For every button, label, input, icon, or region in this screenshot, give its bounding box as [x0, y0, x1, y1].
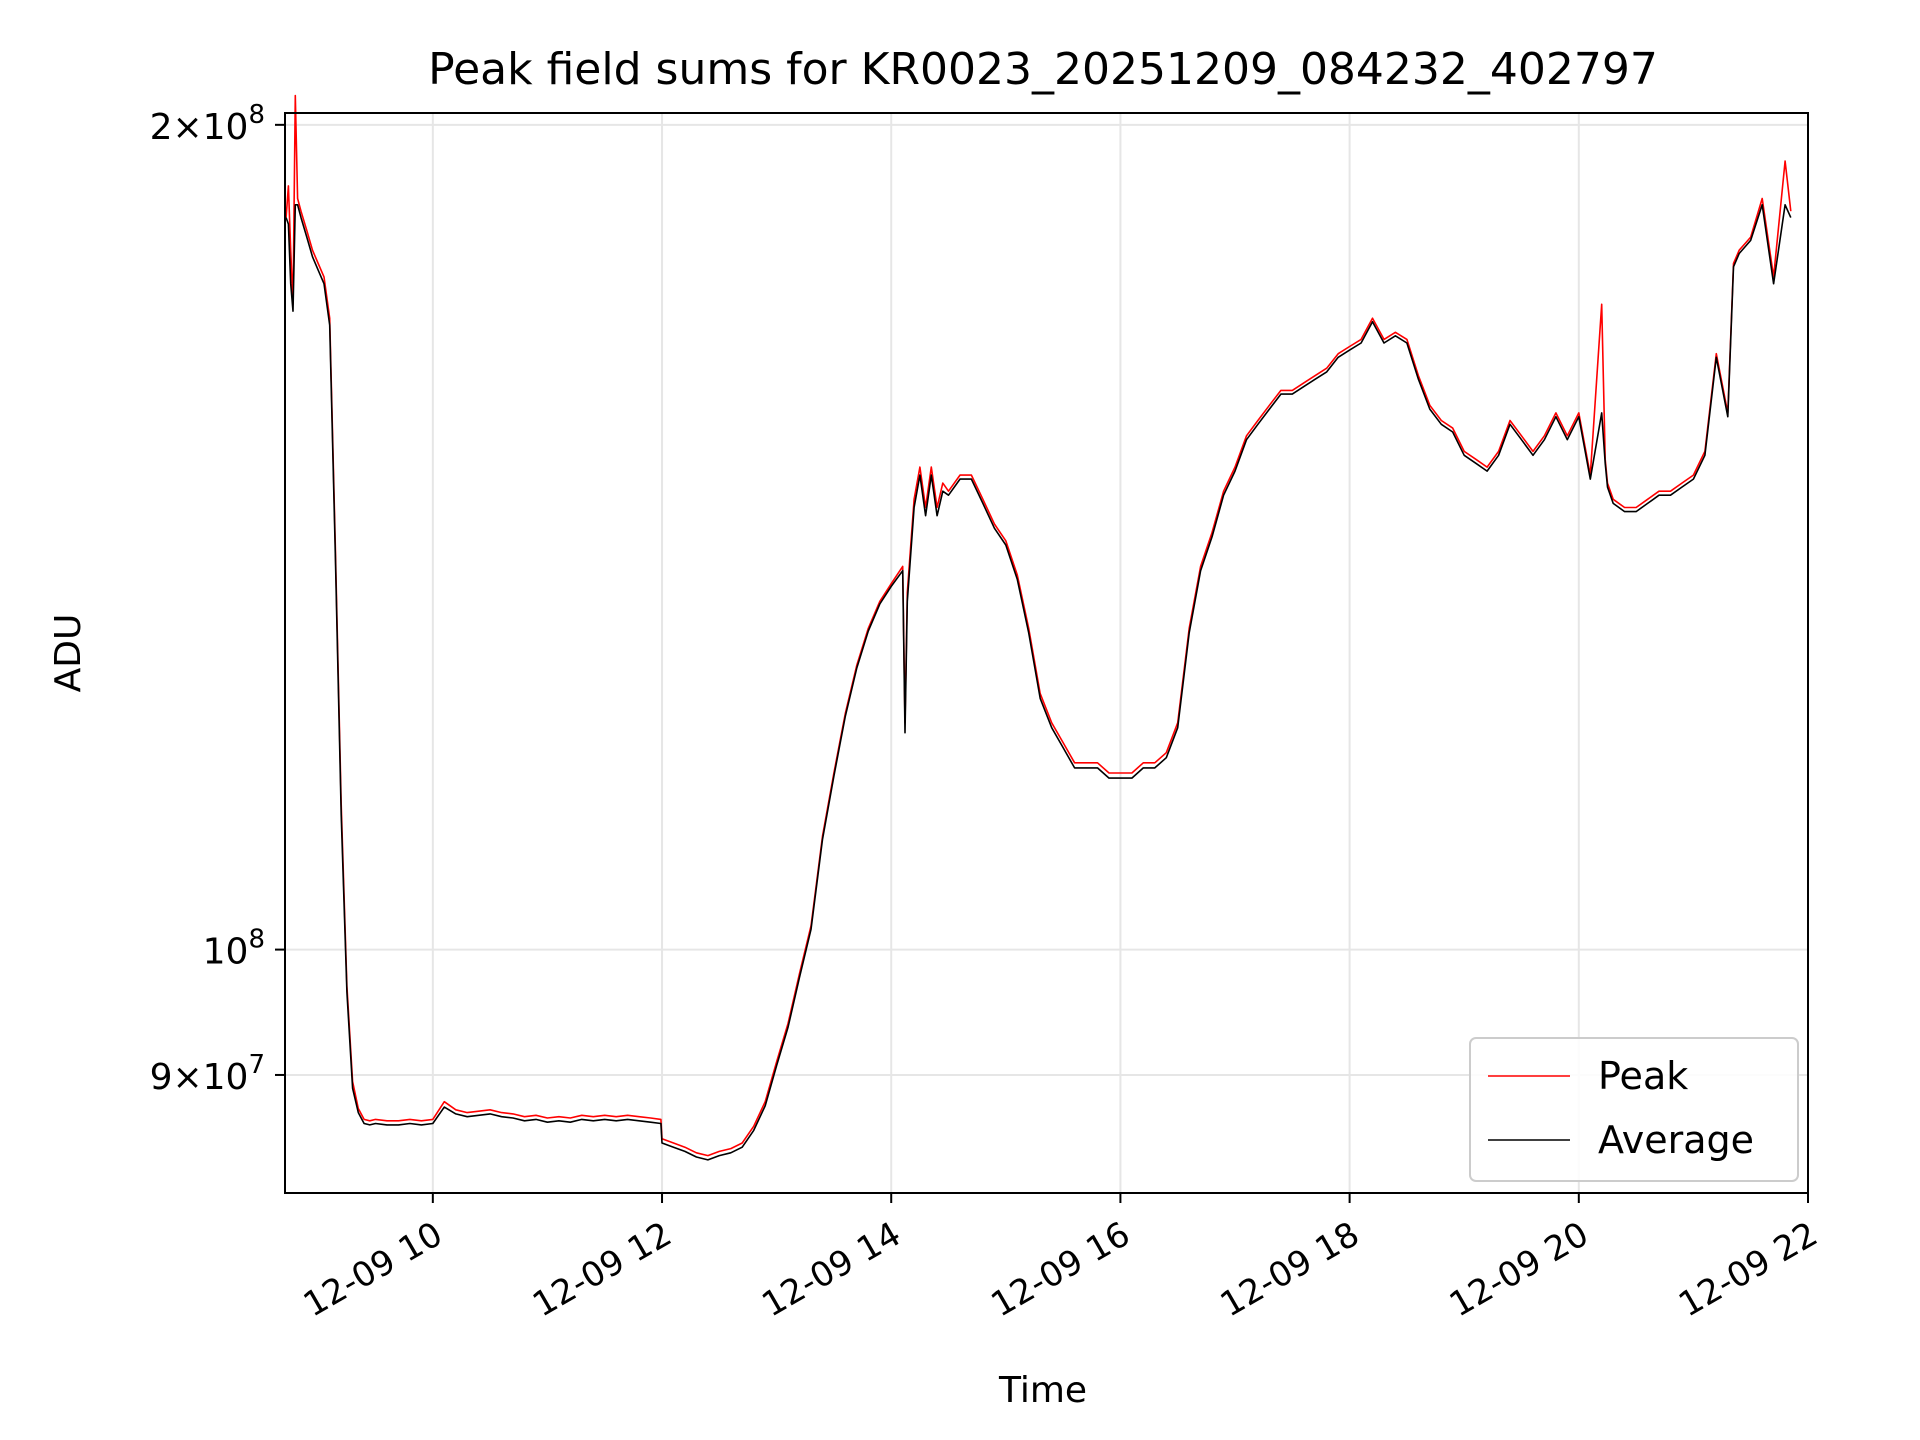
legend-label-average: Average — [1598, 1118, 1754, 1162]
x-axis-label: Time — [998, 1370, 1087, 1411]
legend-box — [1469, 1037, 1799, 1182]
series-line-peak — [285, 94, 1792, 1157]
legend: Peak Average — [1469, 1037, 1799, 1182]
y-tick-label: 9×107 — [150, 1050, 265, 1098]
plot-frame — [284, 112, 1809, 1194]
series — [285, 94, 1792, 1161]
chart-title: Peak field sums for KR0023_20251209_0842… — [428, 44, 1658, 95]
series-line-average — [285, 204, 1792, 1161]
legend-label-peak: Peak — [1598, 1054, 1688, 1098]
y-tick-label: 2×108 — [150, 100, 265, 148]
y-axis-label: ADU — [48, 614, 89, 693]
y-tick-label: 108 — [203, 925, 265, 973]
